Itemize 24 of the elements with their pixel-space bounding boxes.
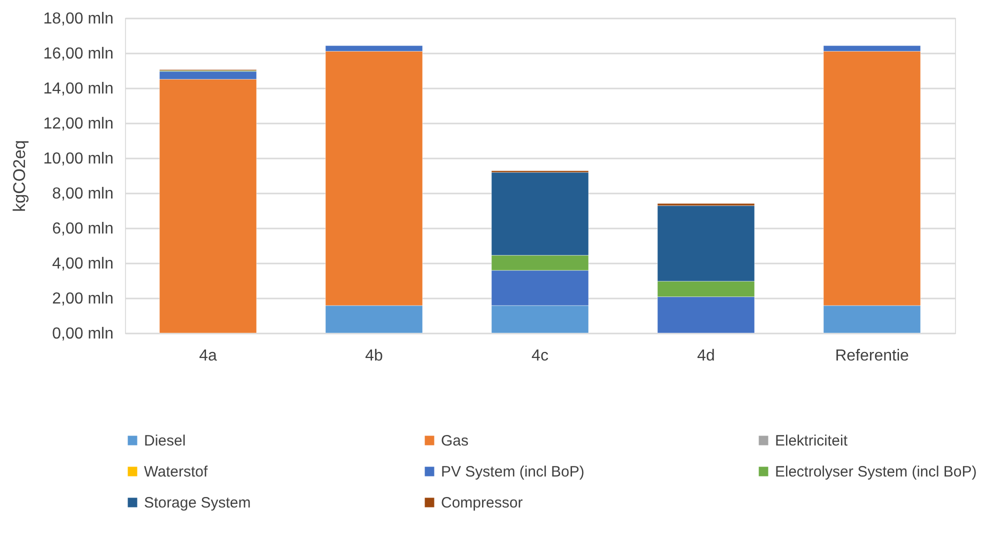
y-tick-label: 2,00 mln [52,290,114,308]
y-tick-label: 4,00 mln [52,256,114,272]
y-tick-label: 12,00 mln [43,116,114,132]
x-tick-label: 4b [365,348,383,364]
x-tick-label: Referentie [835,348,910,364]
legend-label: Elektriciteit [775,432,848,450]
legend-label: Gas [441,432,469,450]
y-tick-label: 14,00 mln [43,80,114,98]
legend-label: Electrolyser System (incl BoP) [775,464,977,480]
legend-label: Storage System [144,494,251,512]
x-tick-label: 4c [532,348,548,364]
y-tick-label: 10,00 mln [43,150,114,168]
legend-label: PV System (incl BoP) [441,464,584,480]
y-tick-label: 0,00 mln [52,326,114,342]
y-tick-label: 8,00 mln [52,186,114,202]
legend-label: Waterstof [144,464,208,480]
x-tick-label: 4a [199,348,217,364]
y-axis-title: kgCO2eq [10,140,30,212]
y-tick-label: 6,00 mln [52,220,114,238]
x-tick-label: 4d [697,348,715,364]
y-tick-label: 18,00 mln [43,10,114,28]
legend-label: Diesel [144,432,186,450]
y-tick-label: 16,00 mln [43,46,114,62]
legend-label: Compressor [441,494,523,512]
